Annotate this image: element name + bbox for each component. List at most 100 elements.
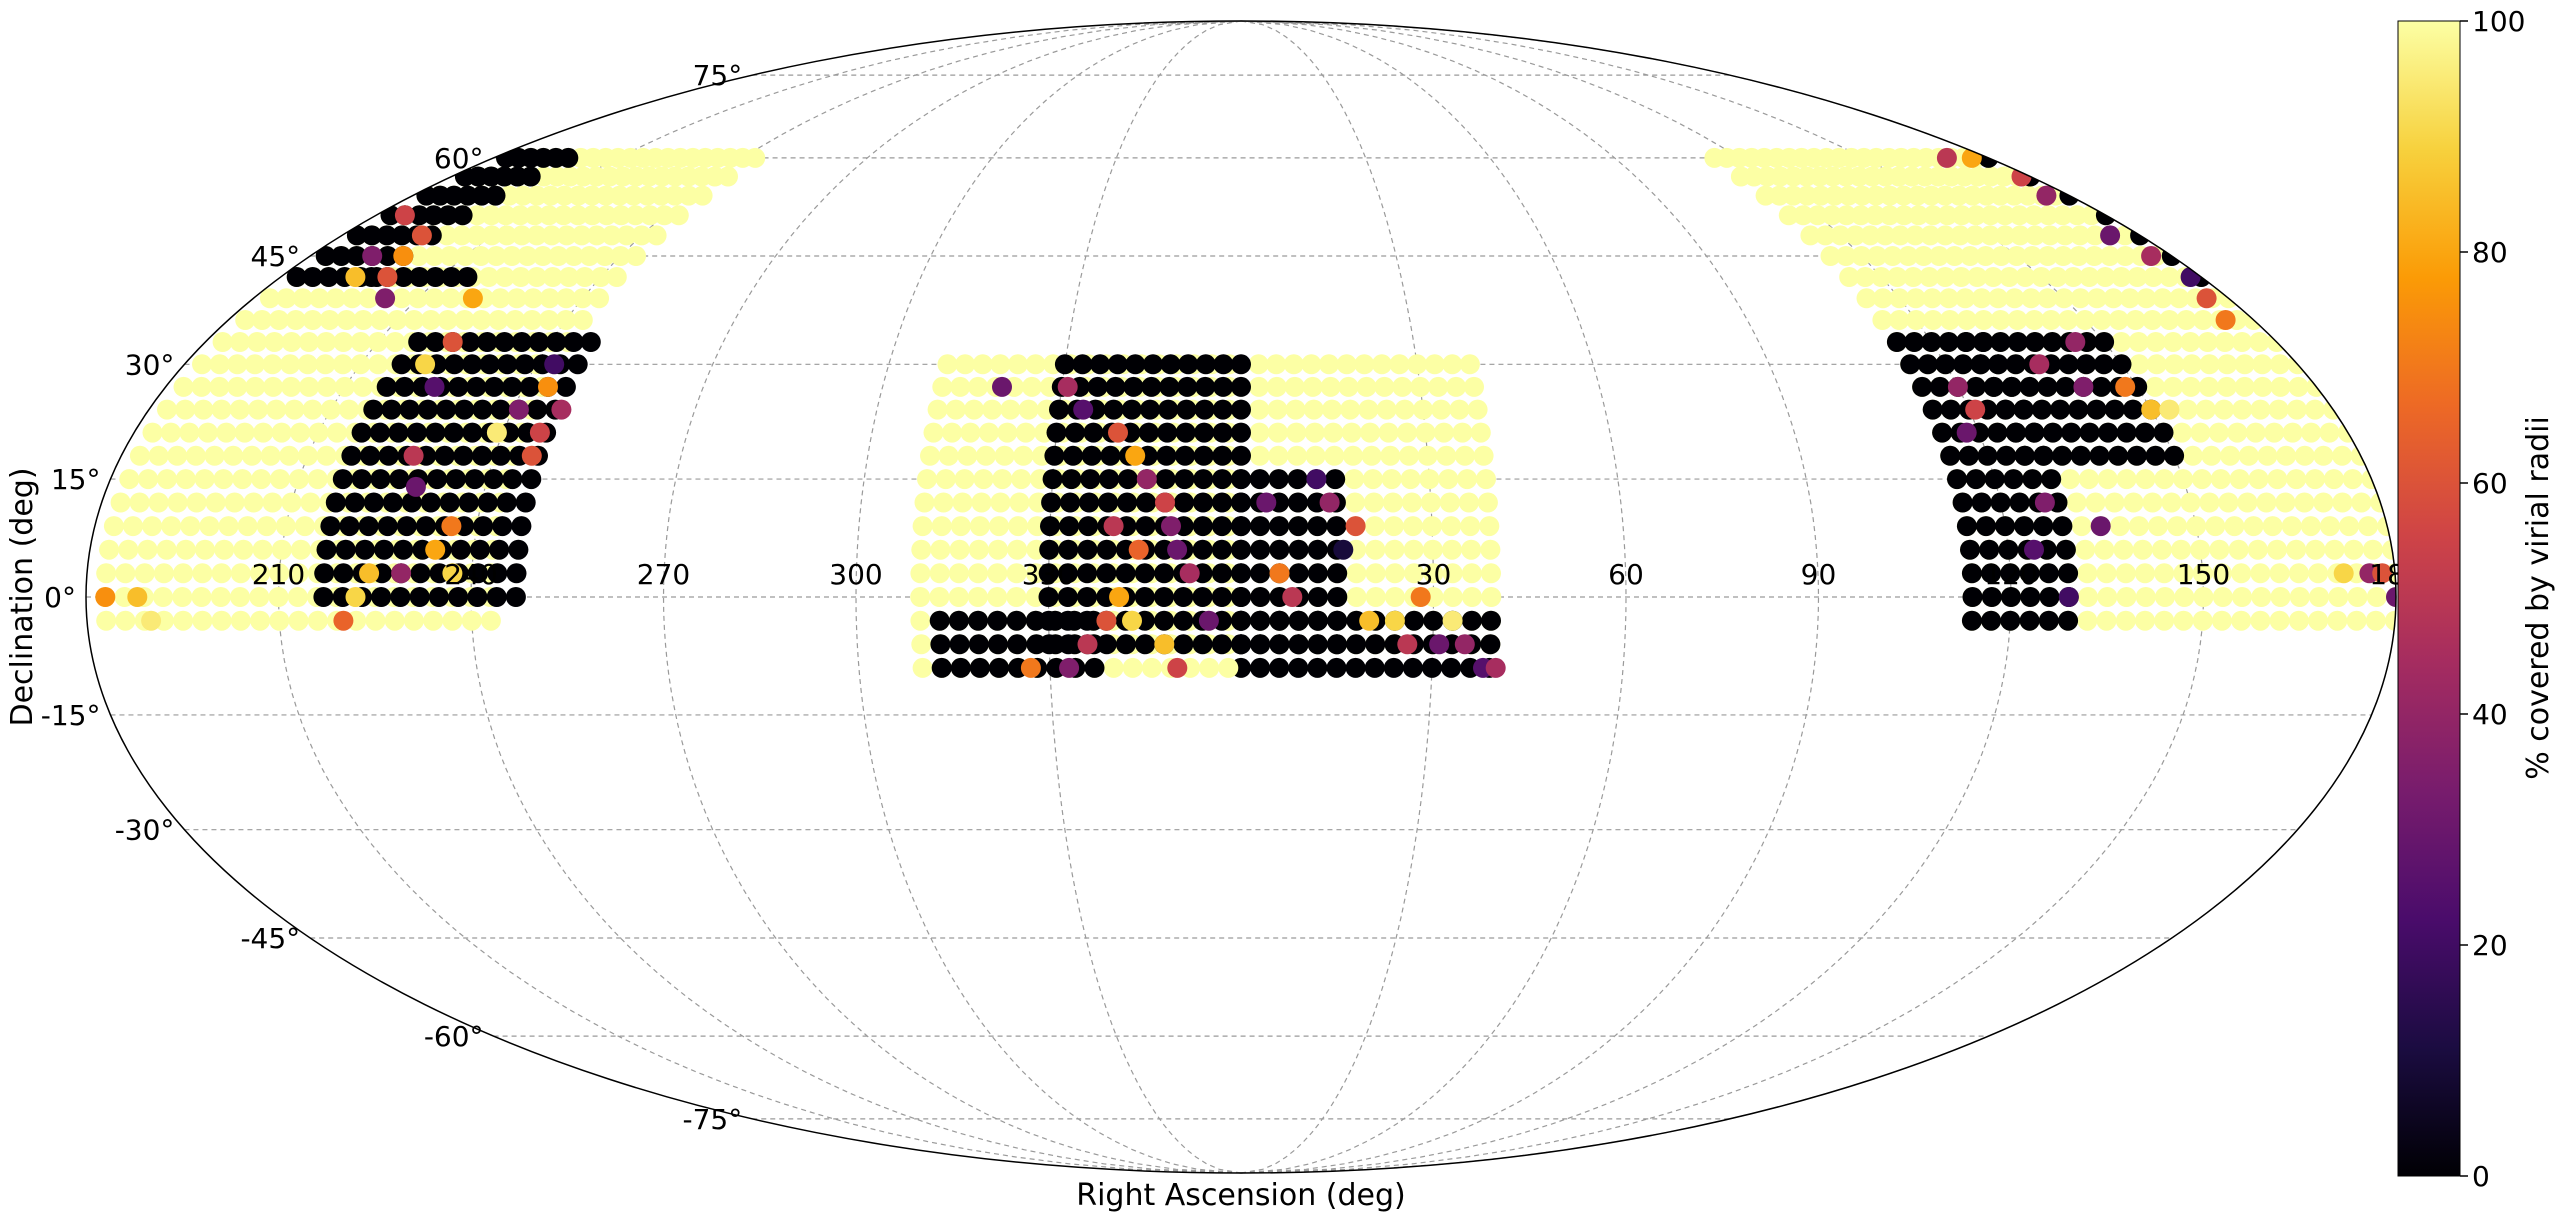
data-point — [957, 445, 978, 466]
data-point — [664, 185, 685, 206]
data-point — [1211, 516, 1232, 537]
data-point — [2075, 539, 2096, 560]
data-point — [623, 185, 644, 206]
y-axis-label: Declination (deg) — [5, 467, 40, 726]
data-point — [269, 610, 290, 631]
data-point — [2324, 539, 2345, 560]
data-point — [1175, 422, 1196, 443]
data-point — [2154, 610, 2175, 631]
data-point — [1971, 288, 1992, 309]
data-point — [466, 376, 487, 397]
data-point — [243, 492, 264, 513]
ra-tick-label: 300 — [829, 558, 882, 591]
data-point — [230, 563, 251, 584]
data-point — [2037, 246, 2058, 266]
data-point — [1135, 516, 1156, 537]
data-point — [314, 563, 335, 584]
data-point — [499, 185, 520, 206]
data-point — [1893, 185, 1914, 206]
ra-gridline — [662, 20, 1242, 1174]
data-point — [553, 205, 574, 226]
data-point — [590, 267, 611, 287]
data-point — [1211, 563, 1232, 584]
data-point — [2332, 492, 2353, 513]
data-point — [1173, 587, 1194, 607]
data-point — [2063, 267, 2084, 287]
data-point — [1083, 422, 1104, 443]
data-point — [1319, 354, 1339, 375]
data-point — [1944, 246, 1965, 266]
data-point — [1327, 610, 1348, 631]
dec-tick-label: 60° — [434, 142, 484, 175]
data-point — [2135, 587, 2156, 607]
data-point — [1195, 354, 1216, 375]
ra-tick-label: 210 — [252, 558, 305, 591]
data-point — [1990, 310, 2011, 330]
data-point — [1038, 563, 1059, 584]
data-point — [1326, 634, 1347, 655]
data-point — [336, 310, 357, 330]
data-point — [2152, 288, 2173, 309]
data-point — [264, 332, 285, 352]
data-point — [361, 267, 382, 287]
data-point — [520, 376, 540, 397]
colorbar-label: % covered by virial radii — [2521, 416, 2556, 780]
data-point — [1380, 445, 1401, 466]
data-point — [1364, 516, 1385, 537]
data-point — [389, 469, 410, 490]
data-point — [2084, 246, 2105, 266]
data-point — [2276, 445, 2297, 466]
data-point — [539, 205, 559, 226]
data-point — [1769, 185, 1790, 206]
data-point — [115, 610, 136, 631]
data-point — [488, 310, 509, 330]
data-point — [2269, 563, 2290, 584]
data-point — [2093, 354, 2114, 375]
data-point — [1480, 539, 1501, 560]
data-point — [2153, 422, 2174, 443]
data-point — [990, 492, 1011, 513]
data-point — [297, 354, 318, 375]
data-point — [1122, 657, 1143, 678]
data-point — [1141, 376, 1162, 397]
data-point — [2058, 610, 2079, 631]
data-point — [1956, 332, 1976, 352]
data-point — [1269, 516, 1290, 537]
data-point — [2040, 225, 2061, 246]
data-point — [2070, 288, 2091, 309]
data-point — [211, 399, 232, 420]
data-point — [253, 422, 274, 443]
data-point — [2068, 399, 2089, 420]
data-point — [2010, 225, 2031, 246]
data-point — [318, 267, 339, 287]
data-point — [990, 354, 1011, 375]
data-point — [1250, 563, 1271, 584]
data-point — [1098, 492, 1119, 513]
data-point — [1136, 492, 1157, 513]
data-point — [2038, 205, 2059, 226]
data-point — [539, 310, 559, 330]
data-point — [276, 288, 297, 309]
data-point — [2004, 288, 2025, 309]
data-point — [1480, 634, 1501, 655]
data-point — [2249, 332, 2270, 352]
data-point — [285, 310, 306, 330]
data-point — [425, 539, 446, 560]
data-point — [1433, 422, 1454, 443]
ra-tick-label: 60 — [1608, 558, 1644, 591]
data-point — [938, 445, 959, 466]
data-point — [484, 376, 505, 397]
data-point — [582, 205, 603, 226]
data-point — [193, 399, 214, 420]
data-point — [522, 310, 543, 330]
data-point — [229, 332, 250, 352]
data-point — [199, 516, 220, 537]
data-point — [933, 492, 954, 513]
data-point — [279, 445, 300, 466]
data-point — [2214, 399, 2234, 420]
data-point — [1284, 376, 1305, 397]
data-point — [1948, 185, 1969, 206]
data-point — [457, 185, 478, 206]
data-point — [2129, 354, 2150, 375]
data-point — [935, 469, 956, 490]
